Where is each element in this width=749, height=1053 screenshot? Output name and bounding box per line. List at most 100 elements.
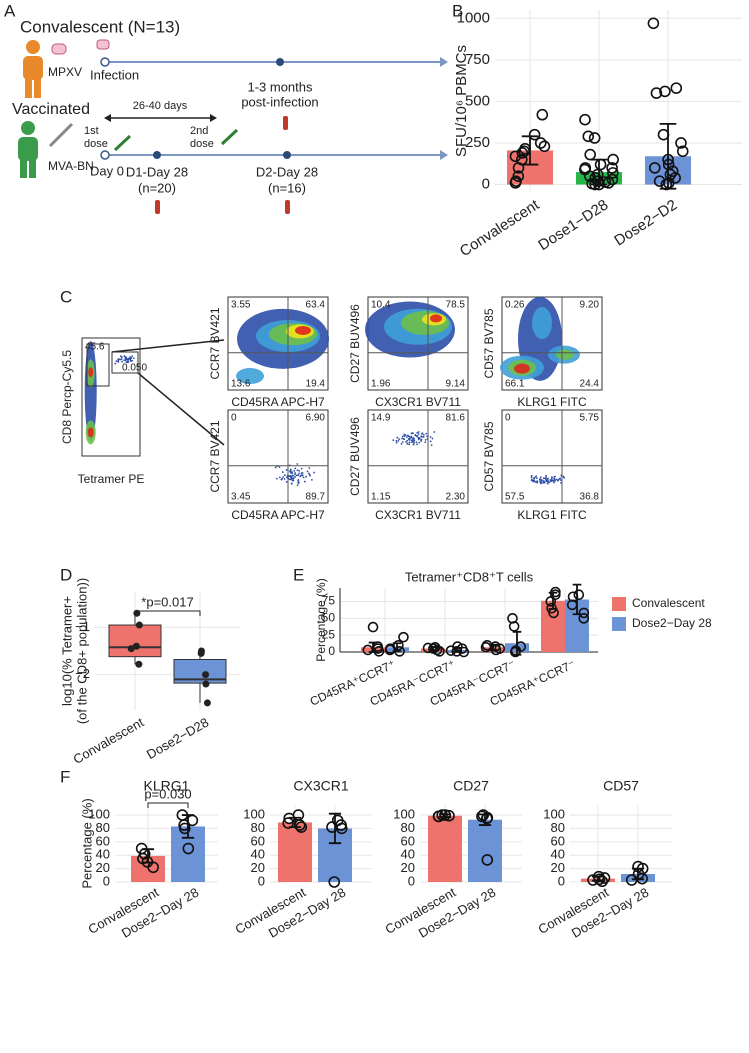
event-dot (536, 480, 539, 483)
data-point (607, 167, 619, 179)
event-dot (405, 440, 407, 443)
event-dot (283, 474, 286, 477)
vaccine-label: MVA-BN (48, 159, 94, 173)
syringe-icon (113, 134, 132, 152)
timepoint (276, 58, 284, 66)
axis-label: KLRG1 FITC (517, 508, 587, 522)
event-dot (531, 478, 533, 481)
event-dot (420, 439, 422, 441)
panel-letter: D (60, 565, 72, 584)
plot-frame (367, 296, 469, 391)
plot-frame (367, 409, 469, 504)
data-point (625, 874, 638, 886)
event-dot (274, 466, 277, 469)
axis-label: CD45RA APC-H7 (231, 508, 325, 522)
event-dot (308, 467, 311, 469)
data-point (510, 646, 521, 658)
event-dot (533, 480, 535, 483)
gate (86, 343, 110, 387)
data-point (135, 660, 143, 668)
event-dot (289, 474, 292, 477)
event-dot (126, 358, 129, 361)
event-dot (291, 471, 294, 474)
quadrant-label: 81.6 (446, 413, 466, 424)
data-point (662, 177, 675, 189)
event-label: (n=20) (138, 180, 176, 195)
event-dot (306, 470, 309, 473)
quadrant-label: 1.96 (371, 379, 391, 390)
y-tick-label: 500 (465, 92, 490, 109)
timeline-diagram: Convalescent (N=13) MPXV Infection 1-3 m… (12, 17, 448, 214)
data-point (647, 17, 660, 30)
quadrant-label: 9.20 (580, 300, 600, 311)
data-point (328, 876, 341, 888)
data-point (660, 178, 673, 191)
quadrant-label: 78.5 (446, 300, 466, 311)
data-point (283, 812, 295, 825)
data-point (650, 87, 663, 99)
data-point (135, 621, 143, 629)
quadrant-label: 6.90 (306, 413, 326, 424)
chart-title: CD27 (453, 778, 489, 794)
data-point (593, 178, 605, 191)
event-label: (n=16) (268, 180, 306, 195)
bar (428, 815, 462, 882)
blood-tube (155, 200, 160, 214)
event-dot (292, 479, 295, 482)
y-axis-label: Percentage (%) (314, 578, 328, 661)
quadrant-label: 14.9 (371, 413, 391, 424)
event-dot (305, 475, 308, 478)
plot-frame (227, 409, 329, 504)
axis-label: CD57 BV785 (482, 421, 496, 491)
quadrant-label: 0 (231, 413, 237, 424)
event-dot (417, 433, 420, 435)
event-dot (415, 441, 418, 444)
chart-title: Tetramer⁺CD8⁺T cells (405, 569, 534, 584)
event-dot (532, 477, 535, 480)
quadrant-label: 57.5 (505, 492, 525, 503)
event-dot (405, 436, 408, 438)
y-tick-label: −2 (75, 666, 90, 681)
quadrant-label: 2.30 (446, 492, 466, 503)
chart-title: CD57 (603, 778, 639, 794)
y-tick-label: 0 (103, 873, 110, 888)
bar (468, 819, 502, 882)
event-label: Infection (90, 67, 139, 82)
axis-label: Tetramer PE (78, 472, 145, 486)
quadrant-label: 66.1 (505, 379, 525, 390)
event-dot (281, 471, 284, 473)
y-tick-label: 40 (551, 847, 565, 862)
gate (111, 351, 139, 374)
event-dot (308, 473, 311, 476)
data-point (203, 699, 211, 707)
event-dot (400, 442, 403, 445)
event-dot (295, 474, 298, 477)
event-dot (539, 476, 542, 479)
data-point (538, 140, 551, 153)
y-tick-label: −1 (75, 619, 90, 634)
axis-label: CCR7 BV421 (208, 307, 222, 379)
event-dot (543, 480, 546, 483)
significance-bracket (147, 802, 189, 808)
data-point (481, 812, 493, 825)
data-point (202, 671, 210, 679)
density-cloud (295, 325, 311, 335)
virus-icon (51, 39, 110, 55)
data-point (584, 148, 596, 161)
axis-label: CD57 BV785 (482, 308, 496, 378)
event-dot (417, 431, 420, 433)
event-dot (559, 477, 562, 480)
data-point (657, 128, 670, 141)
density-cloud (236, 368, 264, 385)
data-point (295, 821, 308, 833)
event-dot (309, 474, 311, 477)
annotation: p=0.030 (144, 786, 191, 801)
y-tick-label: 0 (558, 873, 565, 888)
y-tick-label: 20 (251, 860, 265, 875)
timepoint (283, 151, 291, 159)
axis-label: CD27 BUV496 (348, 417, 362, 496)
event-label: 1-3 months (247, 79, 313, 94)
event-dot (553, 481, 555, 484)
event-dot (403, 433, 406, 436)
event-label: post-infection (241, 94, 318, 109)
